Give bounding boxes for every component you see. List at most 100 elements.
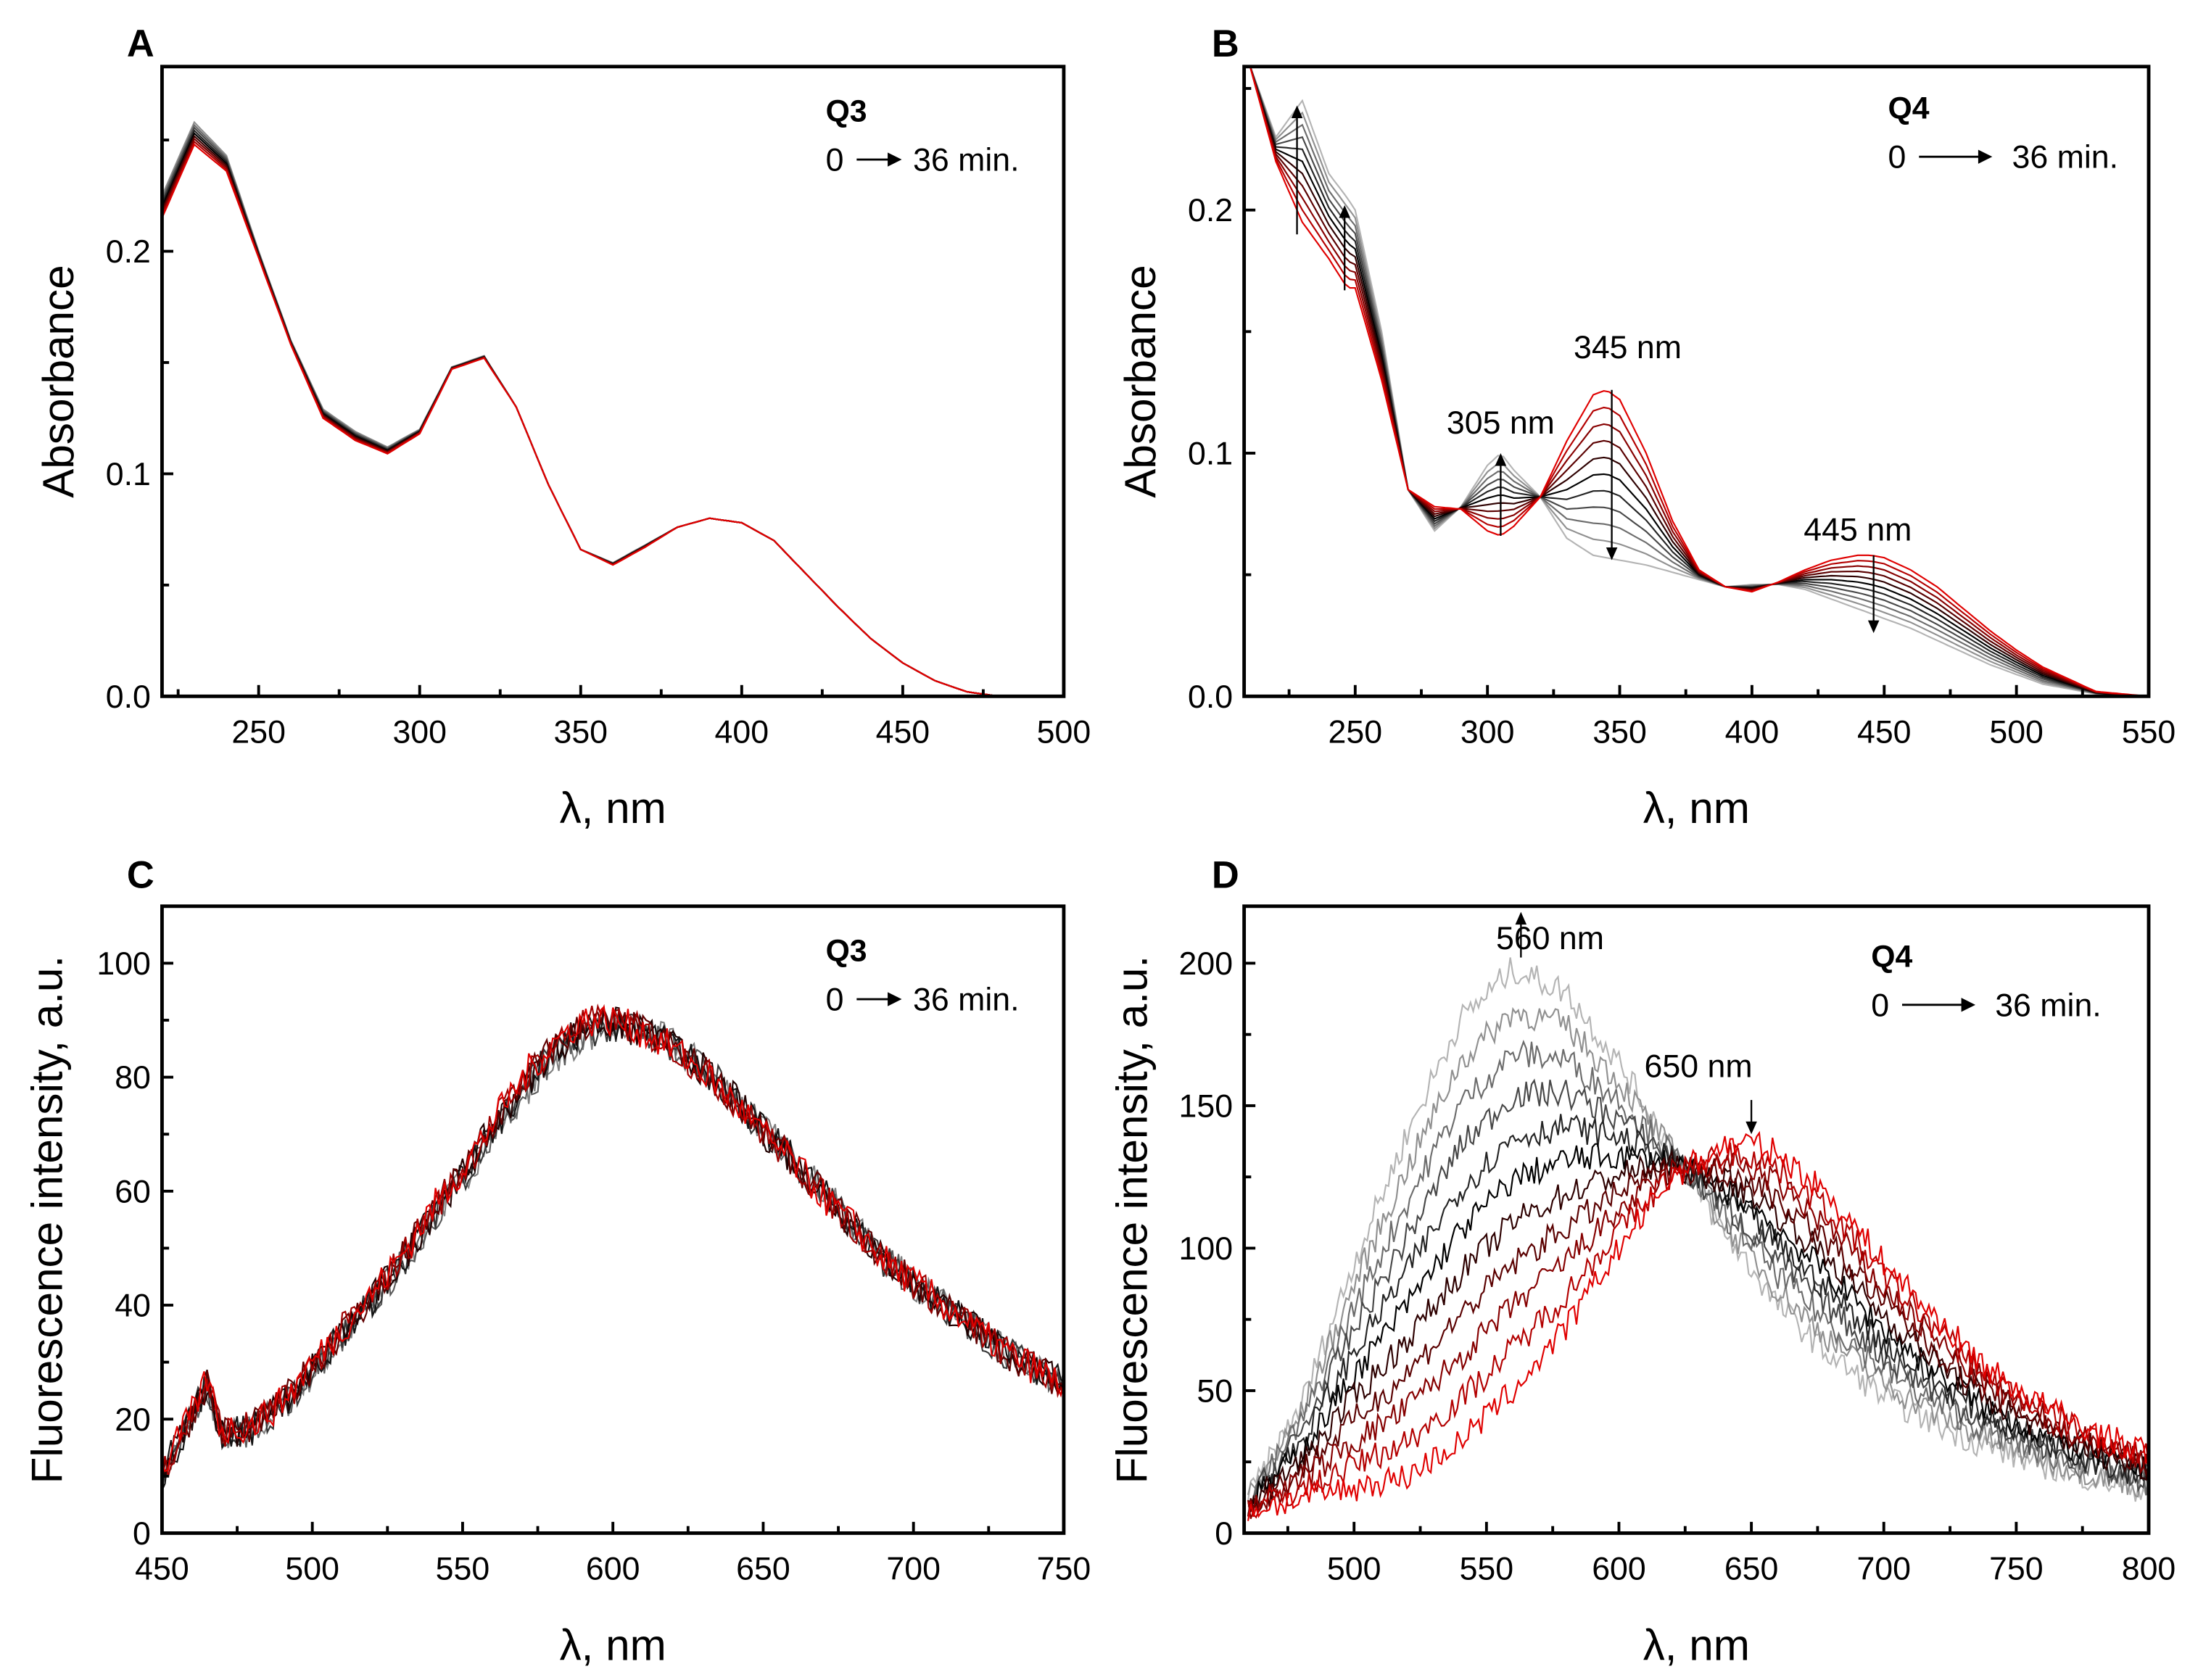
x-tick-label: 750 (1037, 1552, 1091, 1587)
panel-C: 450 500 550 600 650 700 750 0 20 40 60 80 100 λ, nm Fl… (22, 855, 1091, 1670)
x-tick-label: 500 (1327, 1552, 1381, 1587)
x-tick-label: 500 (1037, 714, 1091, 750)
panel-A: 250 300 350 400 450 500 0.0 0.1 0.2 λ, nm Absorban… (33, 23, 1091, 832)
arrowhead-icon (888, 992, 902, 1006)
arrowhead-icon (888, 152, 902, 167)
y-axis-label: Fluorescence intensity, a.u. (1107, 956, 1157, 1484)
x-axis-label: λ, nm (1643, 783, 1750, 832)
series-intermediate-5 (162, 129, 1000, 697)
y-tick-label: 100 (1179, 1231, 1234, 1267)
series-intermediate-7 (1247, 1078, 2149, 1508)
x-tick-label: 550 (436, 1552, 490, 1587)
time-start-label: 0 (826, 982, 844, 1018)
y-axis-label: Absorbance (33, 265, 83, 497)
arrowhead-icon (1495, 452, 1507, 466)
plot-frame (1242, 65, 2151, 698)
y-axis-label: Absorbance (1115, 265, 1165, 497)
series-intermediate-6 (162, 1011, 1064, 1484)
compound-label: Q3 (826, 94, 867, 129)
arrowhead-icon (1515, 911, 1527, 925)
plot-frame (160, 65, 1066, 698)
series-intermediate-4 (1247, 1149, 2149, 1515)
panel-letter: A (127, 23, 154, 65)
x-tick-label: 250 (231, 714, 286, 750)
compound-label: Q4 (1888, 91, 1930, 126)
y-tick-label: 60 (115, 1174, 151, 1209)
arrowhead-icon (1745, 1121, 1757, 1135)
y-tick-label: 0.0 (1188, 679, 1233, 715)
y-tick-label: 20 (115, 1402, 151, 1438)
x-tick-label: 500 (285, 1552, 339, 1587)
x-tick-label: 450 (135, 1552, 189, 1587)
y-tick-label: 150 (1179, 1088, 1234, 1124)
x-tick-label: 550 (1460, 1552, 1514, 1587)
time-end-label: 36 min. (2012, 140, 2119, 175)
time-start-label: 0 (826, 143, 844, 178)
x-axis-label: λ, nm (560, 1620, 666, 1669)
series-intermediate-5 (162, 1009, 1064, 1489)
arrowhead-icon (1978, 149, 1993, 164)
x-tick-label: 350 (553, 714, 608, 750)
x-axis-label: λ, nm (1643, 1620, 1750, 1669)
series-0-min (1249, 66, 2149, 697)
curves (162, 1004, 1064, 1494)
y-tick-label: 0.0 (106, 679, 151, 715)
x-tick-label: 300 (392, 714, 447, 750)
panel-D: 500 550 600 650 700 750 800 0 50 100 150 200 λ, nm Fl… (1107, 855, 2176, 1670)
panel-B: 250 300 350 400 450 500 550 0.0 0.1 0.2 λ, nm Absor… (1115, 23, 2176, 832)
x-tick-label: 300 (1460, 714, 1515, 750)
annotation-label: 560 nm (1496, 921, 1604, 956)
curves (1249, 66, 2149, 697)
y-tick-label: 80 (115, 1060, 151, 1096)
arrowhead-icon (1339, 204, 1350, 218)
series-intermediate-2 (162, 1006, 1064, 1481)
x-tick-label: 500 (1989, 714, 2044, 750)
annotation-label: 305 nm (1447, 405, 1555, 441)
arrowhead-icon (1867, 620, 1880, 634)
arrowhead-icon (1291, 105, 1303, 118)
panel-letter: B (1212, 23, 1239, 65)
series-intermediate-8 (1247, 1039, 2149, 1515)
time-start-label: 0 (1871, 988, 1889, 1023)
compound-label: Q4 (1871, 939, 1912, 974)
series-intermediate-7 (162, 123, 1000, 697)
x-tick-label: 450 (1857, 714, 1912, 750)
x-axis-label: λ, nm (560, 783, 666, 832)
x-tick-label: 550 (2122, 714, 2176, 750)
x-tick-label: 400 (1725, 714, 1780, 750)
annotation-label: 345 nm (1574, 330, 1682, 365)
compound-label: Q3 (826, 934, 867, 969)
series-36-min (162, 1011, 1064, 1494)
y-tick-label: 0.1 (1188, 436, 1233, 472)
arrowhead-icon (1961, 998, 1976, 1012)
x-tick-label: 600 (1592, 1552, 1646, 1587)
y-tick-label: 100 (96, 946, 151, 982)
x-tick-label: 450 (876, 714, 930, 750)
x-tick-label: 650 (1724, 1552, 1779, 1587)
time-start-label: 0 (1888, 140, 1906, 175)
curves (1247, 957, 2149, 1521)
x-tick-label: 700 (1856, 1552, 1911, 1587)
series-intermediate-1 (1247, 1142, 2149, 1519)
series-36-min (1247, 957, 2149, 1502)
series-intermediate-4 (162, 1009, 1064, 1491)
y-tick-label: 0 (1215, 1516, 1233, 1552)
x-tick-label: 400 (715, 714, 769, 750)
series-0-min (162, 143, 1000, 697)
series-intermediate-3 (162, 1006, 1064, 1478)
x-tick-label: 700 (886, 1552, 941, 1587)
series-intermediate-6 (1247, 1114, 2149, 1507)
arrowhead-icon (1606, 547, 1618, 560)
series-36-min (162, 120, 1000, 697)
time-end-label: 36 min. (1995, 988, 2102, 1023)
series-intermediate-4 (162, 132, 1000, 697)
y-tick-label: 50 (1197, 1373, 1233, 1409)
y-tick-label: 0.2 (1188, 193, 1233, 228)
y-tick-label: 0.1 (106, 457, 151, 492)
series-intermediate-1 (162, 140, 1000, 697)
time-end-label: 36 min. (913, 982, 1020, 1018)
y-tick-label: 40 (115, 1288, 151, 1324)
series-intermediate-2 (162, 137, 1000, 697)
x-tick-label: 650 (736, 1552, 790, 1587)
x-tick-label: 750 (1989, 1552, 2044, 1587)
